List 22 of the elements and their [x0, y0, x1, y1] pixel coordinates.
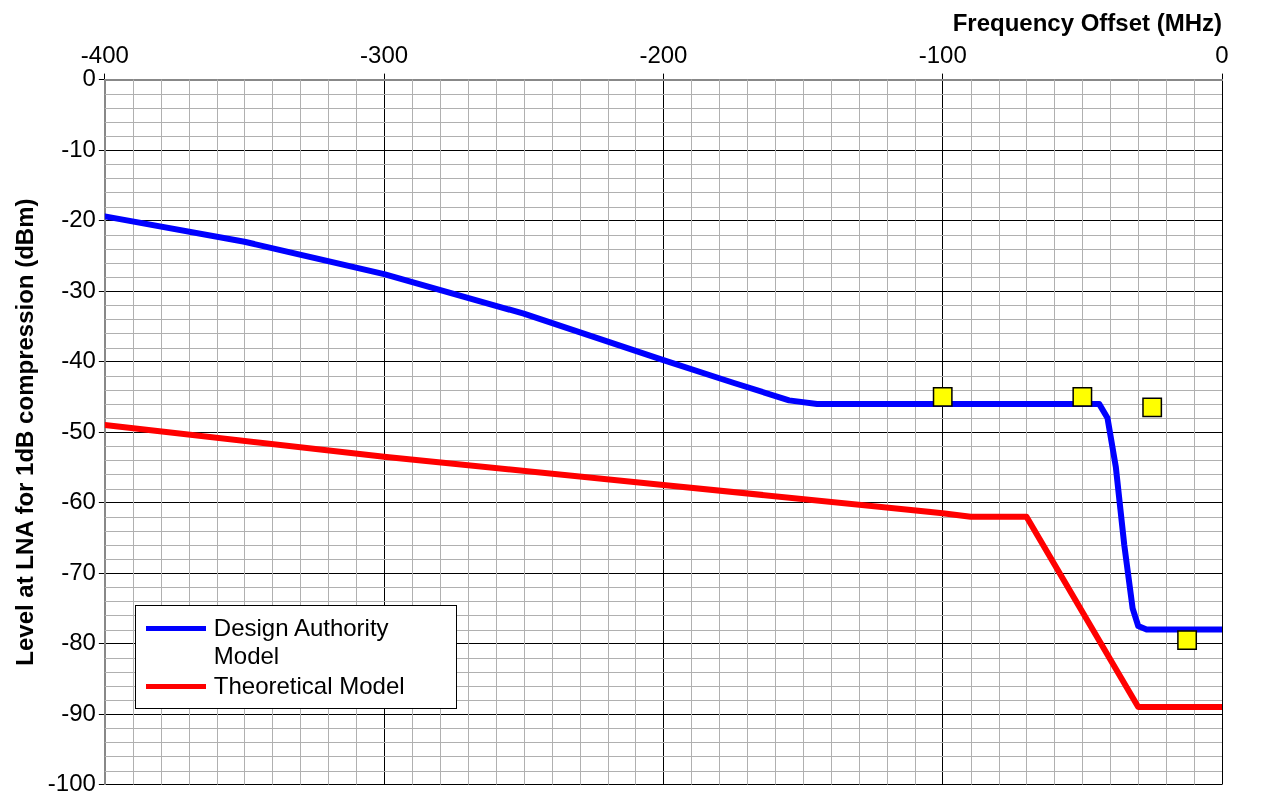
y-tick-label: -10: [61, 134, 96, 162]
legend-label: Theoretical Model: [213, 671, 405, 700]
x-tick-label: 0: [1215, 40, 1229, 68]
y-tick-label: -50: [61, 416, 96, 444]
y-tick-label: -40: [61, 346, 96, 374]
y-tick-label: -90: [61, 698, 96, 726]
y-tick-label: -30: [61, 275, 96, 303]
x-tick-label: -200: [639, 40, 688, 68]
x-tick-label: -100: [918, 40, 967, 68]
point: [932, 386, 953, 407]
y-tick-label: -70: [61, 557, 96, 585]
point: [1142, 397, 1163, 418]
x-axis-title: Frequency Offset (MHz): [952, 9, 1222, 37]
point: [1072, 386, 1093, 407]
legend-label: Design Authority Model: [213, 613, 390, 670]
y-tick-label: -80: [61, 628, 96, 656]
y-tick-label: -20: [61, 205, 96, 233]
y-tick-label: -100: [47, 769, 96, 797]
y-tick-label: -60: [61, 487, 96, 515]
x-tick-label: -300: [360, 40, 409, 68]
point: [1177, 630, 1198, 651]
y-axis-title: Level at LNA for 1dB compression (dBm): [11, 198, 39, 666]
